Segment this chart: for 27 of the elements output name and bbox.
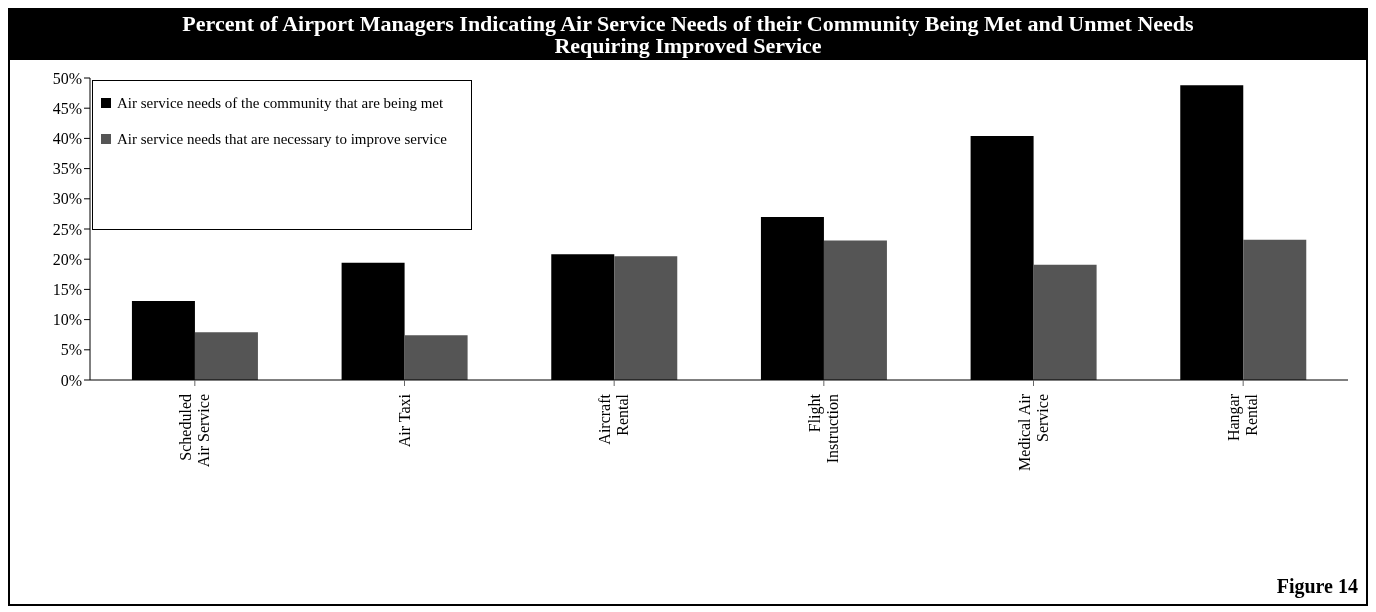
y-tick-label: 10% (52, 311, 82, 329)
bar (614, 256, 678, 380)
x-tick-label: Aircraft Rental (596, 393, 632, 445)
y-tick-label: 25% (52, 220, 82, 238)
chart-title: Percent of Airport Managers Indicating Air Service Needs of their Community Being Met and Unmet Needs Requiring Improved Service (10, 10, 1366, 60)
y-tick-label: 0% (60, 371, 82, 389)
legend-label: Air service needs of the community that are being met (117, 94, 444, 113)
bar (404, 335, 468, 380)
legend-label: Air service needs that are necessary to improve service (117, 130, 447, 149)
caption: Figure 14 (1276, 575, 1358, 598)
x-tick-label: Flight Instruction (805, 393, 841, 464)
y-tick-label: 15% (52, 281, 82, 299)
y-tick-label: 5% (60, 341, 82, 359)
bar (1033, 264, 1097, 380)
y-tick-label: 35% (52, 160, 82, 178)
y-tick-label: 20% (52, 250, 82, 268)
bar (1243, 239, 1307, 380)
x-tick-label: Air Taxi (395, 393, 413, 448)
x-tick-label: Medical Air Service (1015, 393, 1051, 471)
y-tick-label: 45% (52, 99, 82, 117)
bar (823, 240, 887, 380)
y-tick-label: 40% (52, 130, 82, 148)
x-tick-label: Scheduled Air Service (176, 394, 212, 468)
y-tick-label: 30% (52, 190, 82, 208)
y-tick-label: 50% (52, 69, 82, 87)
bar (194, 332, 258, 380)
x-tick-label: Hangar Rental (1225, 393, 1261, 442)
